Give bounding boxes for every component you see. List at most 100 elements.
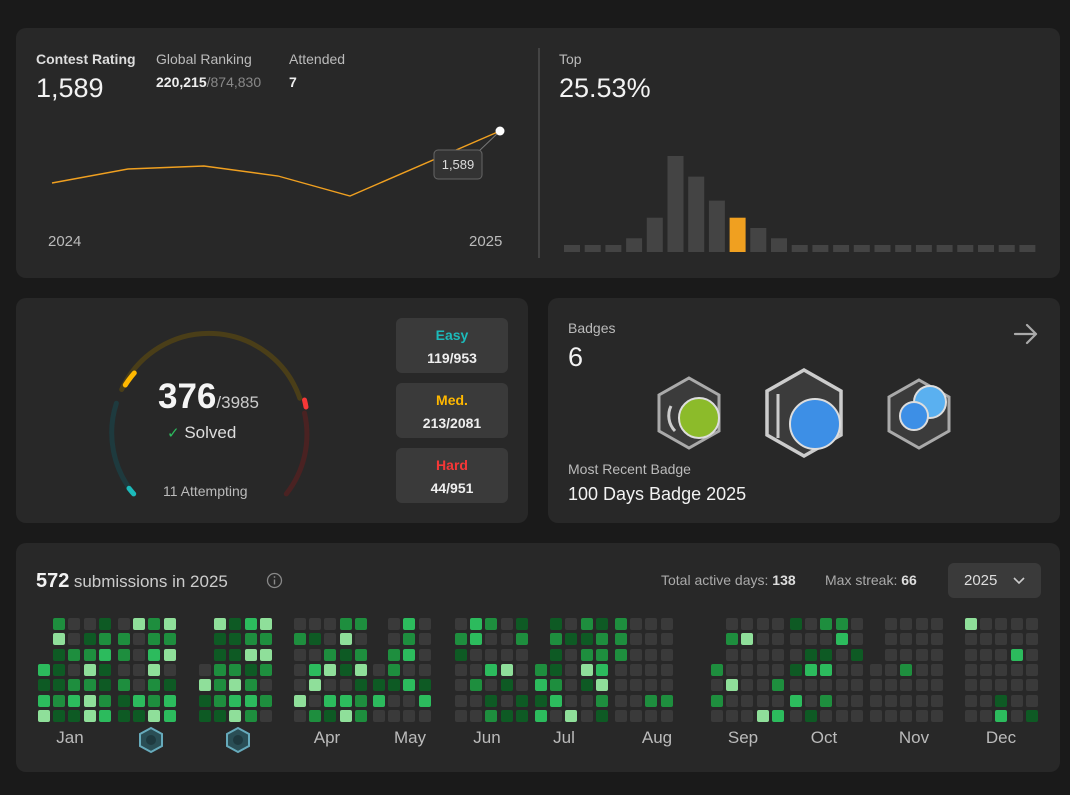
heatmap-cell	[1025, 633, 1038, 646]
histogram-bar[interactable]	[729, 217, 746, 252]
heatmap-cell	[965, 694, 977, 707]
heatmap-cell	[885, 679, 898, 692]
histogram-bar[interactable]	[584, 245, 601, 252]
heatmap-cell	[870, 663, 882, 676]
heatmap-cell	[805, 709, 818, 722]
heatmap-cell	[885, 709, 898, 722]
heatmap-cell	[133, 648, 146, 661]
rating-last-point	[495, 126, 505, 136]
heatmap-cell	[354, 618, 367, 630]
heatmap-cell	[835, 618, 848, 630]
heatmap-cell	[595, 679, 608, 692]
heatmap-cell	[965, 618, 977, 630]
month-sep: Sep	[727, 728, 759, 747]
heatmap-cell	[900, 618, 913, 630]
heatmap-cell	[615, 679, 627, 692]
heatmap-cell	[850, 694, 863, 707]
histogram-bar[interactable]	[605, 245, 622, 252]
heatmap-cell	[53, 663, 66, 676]
heatmap-cell	[535, 663, 547, 676]
histogram-bar[interactable]	[957, 245, 974, 252]
heatmap-cell	[820, 679, 833, 692]
heatmap-cell	[83, 694, 96, 707]
heatmap-cell	[595, 663, 608, 676]
heatmap-cell	[711, 709, 723, 722]
heatmap-cell	[580, 648, 593, 661]
histogram-bar[interactable]	[936, 245, 953, 252]
heatmap-cell	[309, 663, 322, 676]
rating-line-chart[interactable]: 1,589	[16, 100, 526, 230]
info-icon[interactable]	[266, 572, 283, 589]
histogram-bar[interactable]	[998, 245, 1015, 252]
easy-box[interactable]: Easy 119/953	[396, 318, 508, 373]
heatmap-cell	[339, 618, 352, 630]
heatmap-cell	[324, 618, 337, 630]
histogram-bar[interactable]	[646, 217, 663, 252]
heatmap-cell	[98, 663, 111, 676]
histogram-bar[interactable]	[915, 245, 932, 252]
heatmap-cell	[148, 709, 161, 722]
heatmap-cell	[214, 694, 227, 707]
heatmap-cell	[820, 709, 833, 722]
histogram-bar[interactable]	[750, 228, 767, 252]
histogram-bar[interactable]	[771, 238, 787, 252]
histogram-bar[interactable]	[1019, 245, 1036, 252]
heatmap-cell	[995, 694, 1008, 707]
heatmap-cell	[726, 679, 739, 692]
rating-histogram[interactable]	[560, 150, 1040, 254]
heatmap-cell	[965, 633, 977, 646]
histogram-bar[interactable]	[833, 245, 850, 252]
heatmap-cell	[820, 694, 833, 707]
year-select[interactable]: 2025	[948, 563, 1041, 598]
badge-50-days-icon[interactable]	[655, 376, 723, 450]
heatmap-cell	[229, 694, 242, 707]
hard-box[interactable]: Hard 44/951	[396, 448, 508, 503]
heatmap-cell	[630, 633, 643, 646]
histogram-bar[interactable]	[791, 245, 808, 252]
heatmap-cell	[771, 663, 784, 676]
histogram-bar[interactable]	[874, 245, 891, 252]
histogram-bar[interactable]	[978, 245, 994, 252]
histogram-bar[interactable]	[626, 238, 643, 252]
heatmap-cell	[805, 618, 818, 630]
heatmap-cell	[790, 709, 802, 722]
histogram-bar[interactable]	[688, 176, 705, 252]
histogram-bar[interactable]	[812, 245, 829, 252]
heatmap-cell	[354, 679, 367, 692]
heatmap-cell	[118, 648, 130, 661]
heatmap-cell	[535, 709, 547, 722]
histogram-bar[interactable]	[895, 245, 912, 252]
heatmap-cell	[580, 618, 593, 630]
submissions-heading: 572 submissions in 2025	[36, 570, 228, 593]
badge-100-days-icon[interactable]	[763, 368, 845, 458]
arrow-right-icon[interactable]	[1012, 320, 1040, 348]
contest-divider	[538, 48, 540, 258]
year-end: 2025	[469, 233, 503, 250]
heatmap-cell	[324, 648, 337, 661]
heatmap-cell	[418, 709, 431, 722]
heatmap-cell	[565, 663, 578, 676]
heatmap-cell	[354, 694, 367, 707]
heatmap-cell	[515, 694, 528, 707]
histogram-bar[interactable]	[853, 245, 870, 252]
heatmap-cell	[98, 633, 111, 646]
heatmap-cell	[835, 694, 848, 707]
heatmap-cell	[339, 694, 352, 707]
heatmap-cell	[294, 633, 306, 646]
heatmap-cell	[995, 648, 1008, 661]
heatmap-cell	[930, 663, 943, 676]
badge-annual-icon[interactable]	[886, 378, 952, 450]
heatmap-cell	[580, 694, 593, 707]
medium-box[interactable]: Med. 213/2081	[396, 383, 508, 438]
heatmap-cell	[98, 679, 111, 692]
heatmap-cell	[535, 694, 547, 707]
year-select-value: 2025	[964, 572, 998, 589]
histogram-bar[interactable]	[667, 156, 684, 252]
histogram-bar[interactable]	[708, 200, 725, 252]
histogram-bar[interactable]	[564, 245, 580, 252]
contest-rating-label: Contest Rating	[36, 51, 136, 67]
heatmap-cell	[68, 694, 81, 707]
heatmap-cell	[118, 709, 130, 722]
heatmap-cell	[995, 633, 1008, 646]
hard-value: 44/951	[430, 480, 474, 496]
